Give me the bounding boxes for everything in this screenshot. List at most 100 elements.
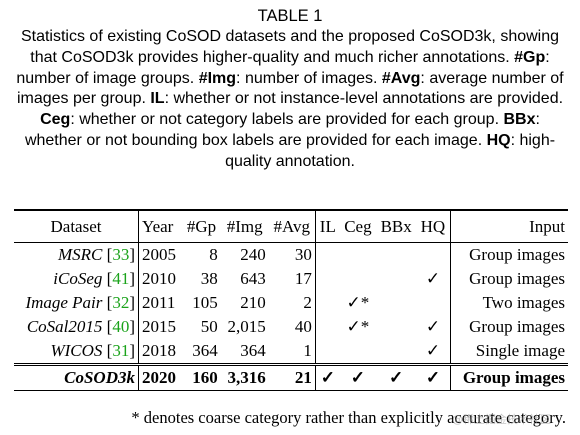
table-cell: 17 (268, 267, 316, 291)
table-title: TABLE 1 (257, 7, 323, 25)
reference: 31 (112, 341, 130, 360)
caption-part: #Img (198, 69, 237, 87)
table-body: MSRC [33] 2005 8 240 30 Group images iCoSeg [4… (14, 242, 568, 391)
table-cell: 364 (240, 341, 266, 360)
table-row: Image Pair [32] 2011 105 210 2 ✓* Two images (14, 291, 568, 315)
table-row: CoSOD3k 2020 160 3,316 21 ✓ ✓ ✓ ✓ Group images (14, 364, 568, 391)
table-cell: 160 (192, 368, 218, 387)
table-cell: ✓ (389, 368, 404, 387)
table-cell: ✓* (346, 317, 370, 336)
caption-part: IL (150, 90, 165, 108)
table-cell: 2015 (142, 317, 176, 336)
reference: 33 (112, 245, 130, 264)
table-cell: 364 (192, 341, 218, 360)
header-row: Dataset Year #Gp #Img #Avg IL Ceg BBx HQ Input (14, 210, 568, 243)
ref-bracket: [ (106, 317, 113, 336)
footnote: * denotes coarse category rather than ex… (131, 408, 566, 427)
dataset-name: WICOS (50, 341, 103, 360)
table-cell: Group images (469, 245, 565, 264)
table-cell: 2011 (142, 293, 176, 312)
caption-part: : whether or not category labels are pro… (70, 111, 504, 129)
table-cell: 105 (192, 293, 218, 312)
table-cell: Group images (469, 269, 565, 288)
table-cell (376, 339, 416, 365)
caption-part: Ceg (40, 111, 71, 129)
table-cell: 38 (200, 269, 218, 288)
table-cell (315, 243, 339, 268)
header-cell: BBx (380, 216, 412, 236)
header-cell: Ceg (344, 216, 372, 236)
table-cell: 2020 (142, 368, 176, 387)
dataset-cell: CoSOD3k (14, 364, 139, 391)
header-cell: #Avg (268, 210, 316, 243)
ref-bracket: [ (106, 341, 113, 360)
caption-part: : number of image groups. (16, 48, 550, 87)
caption-part: : number of images. (236, 69, 382, 87)
table-cell (376, 243, 416, 268)
table-cell (315, 315, 339, 339)
dataset-name: CoSal2015 (26, 317, 103, 336)
ref-bracket: [ (106, 245, 113, 264)
table-cell: 2005 (142, 245, 176, 264)
caption-part: : average number of images per group. (16, 69, 564, 108)
table-cell: ✓ (350, 368, 366, 387)
table-cell: 2 (268, 291, 316, 315)
table-row: WICOS [31] 2018 364 364 1 ✓ Single image (14, 339, 568, 365)
table-cell: Single image (475, 341, 565, 360)
table-cell (376, 291, 416, 315)
dataset-name: MSRC (58, 245, 103, 264)
table-cell: 40 (268, 315, 316, 339)
table-cell (416, 242, 451, 267)
table-cell: Group images (469, 317, 565, 336)
caption-part: HQ (486, 131, 511, 149)
caption: Statistics of existing CoSOD datasets an… (16, 27, 564, 173)
table-cell: ✓ (416, 267, 451, 291)
table-cell (340, 267, 376, 291)
header-cell: #Gp (186, 216, 217, 236)
table-cell: 2010 (142, 269, 176, 288)
table-cell: ✓ (416, 339, 451, 365)
ref-bracket: [ (106, 293, 113, 312)
table-cell (416, 291, 451, 315)
dataset-name: iCoSeg (53, 269, 103, 288)
table-cell: 3,316 (227, 368, 266, 387)
table-cell: 1 (268, 339, 316, 365)
header-cell: Year (142, 216, 174, 236)
caption-part: Statistics of existing CoSOD datasets an… (20, 28, 560, 66)
table-cell: ✓* (346, 293, 370, 312)
watermark: @稀土掘金技术社区 (452, 413, 551, 426)
dataset-cell: WICOS [31] (14, 339, 139, 365)
dataset-name: CoSOD3k (64, 368, 135, 387)
table-cell (340, 339, 376, 365)
ref-bracket: ] (129, 341, 135, 360)
reference: 32 (112, 293, 130, 312)
ref-bracket: [ (106, 269, 113, 288)
reference: 41 (112, 269, 130, 288)
table-cell: 240 (240, 245, 266, 264)
table-cell: ✓ (416, 364, 451, 391)
dataset-name: Image Pair (25, 293, 103, 312)
table-row: CoSal2015 [40] 2015 50 2,015 40 ✓* ✓ Group imag… (14, 315, 568, 339)
ref-bracket: ] (129, 317, 135, 336)
header-cell: Dataset (14, 210, 139, 243)
caption-part: BBx (503, 111, 536, 129)
table-cell (315, 291, 339, 315)
dataset-cell: MSRC [33] (14, 242, 139, 267)
caption-part: #Avg (381, 69, 421, 87)
dataset-cell: CoSal2015 [40] (14, 315, 139, 339)
table-cell: 50 (200, 317, 218, 336)
table-cell: 8 (209, 245, 218, 264)
reference: 40 (112, 317, 130, 336)
dataset-cell: Image Pair [32] (14, 291, 139, 315)
table-cell: 2018 (142, 341, 176, 360)
caption-part: : whether or not instance-level annotati… (164, 90, 564, 108)
table-row: iCoSeg [41] 2010 38 643 17 ✓ Group images (14, 267, 568, 291)
dataset-cell: iCoSeg [41] (14, 267, 139, 291)
table-cell (376, 267, 416, 291)
table-cell: ✓ (416, 315, 451, 339)
table-cell: 21 (268, 364, 316, 391)
table: Dataset Year #Gp #Img #Avg IL Ceg BBx HQ Input MS… (14, 209, 568, 391)
header-cell: IL (319, 216, 336, 236)
table-cell: ✓ (320, 368, 335, 387)
